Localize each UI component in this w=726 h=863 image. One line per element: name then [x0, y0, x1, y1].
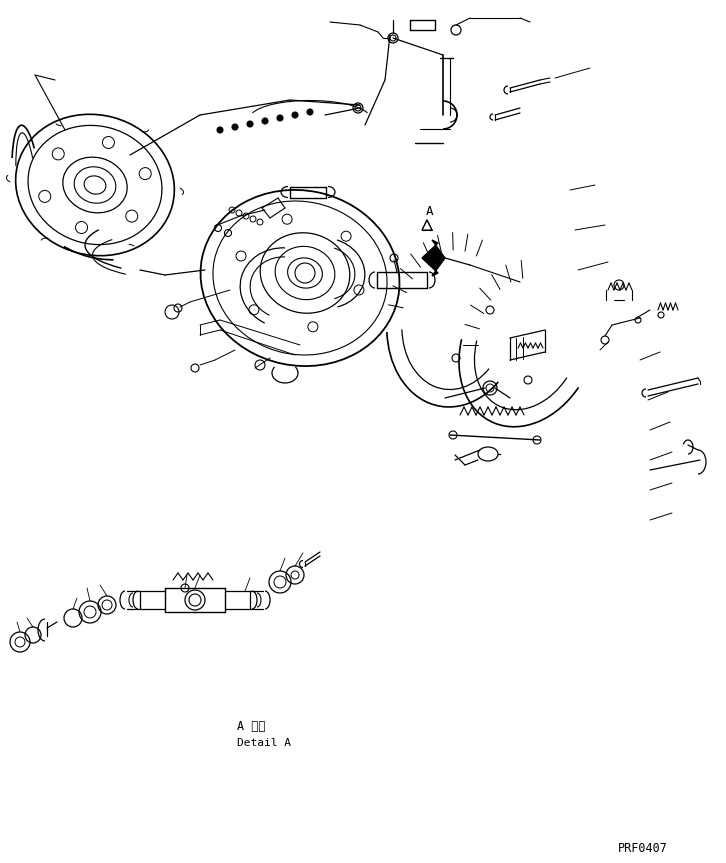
Text: Detail A: Detail A [237, 738, 291, 748]
Polygon shape [422, 240, 445, 276]
Circle shape [292, 112, 298, 118]
Circle shape [247, 121, 253, 127]
Text: PRF0407: PRF0407 [618, 842, 668, 855]
Circle shape [262, 118, 268, 124]
Circle shape [217, 127, 223, 133]
Circle shape [277, 115, 283, 121]
Text: A: A [426, 205, 433, 218]
Text: A 詳細: A 詳細 [237, 720, 266, 733]
Circle shape [307, 109, 313, 115]
Circle shape [232, 124, 238, 130]
